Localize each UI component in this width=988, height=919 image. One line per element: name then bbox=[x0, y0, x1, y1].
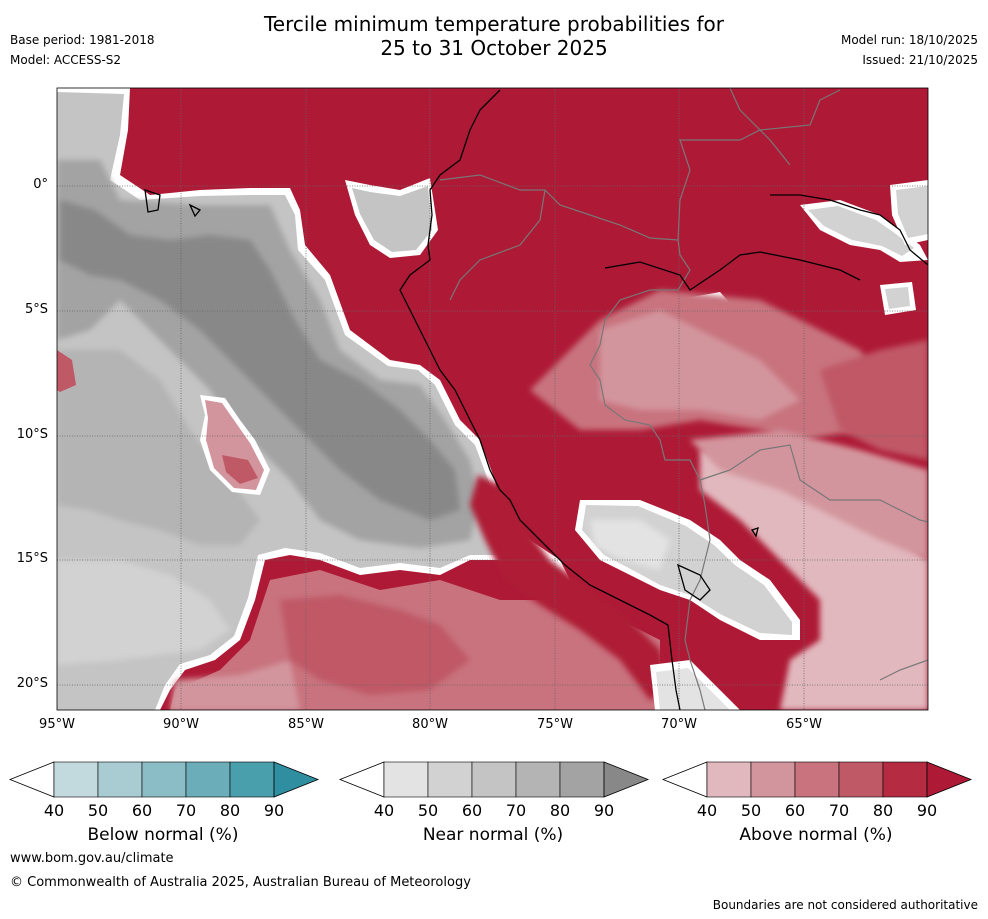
colorbar-above-segment bbox=[838, 761, 884, 798]
lon-label-80w: 80°W bbox=[412, 717, 448, 732]
colorbar-below-segment bbox=[185, 761, 231, 798]
colorbar-below-high-arrow bbox=[273, 761, 320, 798]
land-near-normal-river-fill bbox=[808, 206, 914, 256]
land-near-normal-northeast-fill bbox=[896, 186, 928, 238]
above-normal-interior-light bbox=[600, 310, 800, 420]
colorbar-label-near: Near normal (%) bbox=[422, 825, 564, 845]
colorbar-near-low-arrow bbox=[338, 761, 385, 798]
southern-ocean-above-dark bbox=[280, 595, 470, 695]
colorbar-above-segment bbox=[882, 761, 928, 798]
colorbar-above-tick: 50 bbox=[740, 801, 762, 820]
colorbar-above-tick: 80 bbox=[872, 801, 894, 820]
lon-label-90w: 90°W bbox=[163, 717, 199, 732]
colorbar-below-tick: 80 bbox=[219, 801, 241, 820]
colorbar-above-segment bbox=[706, 761, 752, 798]
colorbar-near-segment bbox=[471, 761, 517, 798]
colorbar-below-segment bbox=[97, 761, 143, 798]
lon-label-75w: 75°W bbox=[537, 717, 573, 732]
colorbar-near-tick: 90 bbox=[593, 801, 615, 820]
model-run: Model run: 18/10/2025 bbox=[840, 33, 978, 47]
colorbars bbox=[8, 761, 973, 798]
issued-date: Issued: 21/10/2025 bbox=[862, 53, 978, 67]
lon-label-70w: 70°W bbox=[661, 717, 697, 732]
footer-disclaimer: Boundaries are not considered authoritat… bbox=[712, 898, 978, 912]
colorbar-below-tick: 70 bbox=[175, 801, 197, 820]
lat-label-5s: 5°S bbox=[24, 302, 48, 317]
colorbar-below-tick: 40 bbox=[43, 801, 65, 820]
colorbar-near-segment bbox=[559, 761, 605, 798]
colorbar-above-high-arrow bbox=[926, 761, 973, 798]
lat-label-0: 0° bbox=[33, 177, 48, 192]
colorbar-above-tick: 40 bbox=[696, 801, 718, 820]
land-near-normal-small-fill bbox=[885, 287, 910, 309]
colorbar-above-low-arrow bbox=[661, 761, 708, 798]
colorbar-near-tick: 70 bbox=[505, 801, 527, 820]
colorbar-below-segment bbox=[141, 761, 187, 798]
colorbar-below-segment bbox=[53, 761, 99, 798]
colorbar-below-tick: 90 bbox=[263, 801, 285, 820]
near-normal-coastal-pocket-fill bbox=[352, 186, 432, 252]
footer-website: www.bom.gov.au/climate bbox=[10, 851, 174, 866]
colorbar-below-segment bbox=[229, 761, 275, 798]
near-normal-ocean-light bbox=[57, 560, 230, 665]
graticule bbox=[57, 88, 928, 710]
colorbar-above-segment bbox=[750, 761, 796, 798]
above-normal-ocean-patch-core bbox=[222, 455, 258, 484]
colorbar-near-tick: 80 bbox=[549, 801, 571, 820]
colorbar-above-tick: 60 bbox=[784, 801, 806, 820]
map-frame bbox=[56, 87, 929, 711]
coastal-above-normal-strip bbox=[470, 475, 670, 700]
colorbar-near-tick: 50 bbox=[417, 801, 439, 820]
lon-label-85w: 85°W bbox=[288, 717, 324, 732]
meta-left: Base period: 1981-2018 Model: ACCESS-S2 bbox=[10, 30, 155, 70]
colorbar-above-tick: 70 bbox=[828, 801, 850, 820]
land-near-normal-southeast-light bbox=[590, 520, 670, 570]
colorbar-near-segment bbox=[515, 761, 561, 798]
model-name: Model: ACCESS-S2 bbox=[10, 53, 122, 67]
colorbar-near-high-arrow bbox=[603, 761, 650, 798]
above-normal-southeast-mid bbox=[690, 430, 928, 560]
colorbar-below-tick: 50 bbox=[87, 801, 109, 820]
lon-label-95w: 95°W bbox=[39, 717, 75, 732]
above-normal-east-dark bbox=[820, 340, 928, 460]
map-field bbox=[57, 88, 928, 710]
colorbar-near-segment bbox=[383, 761, 429, 798]
lon-label-65w: 65°W bbox=[786, 717, 822, 732]
colorbar-near-segment bbox=[427, 761, 473, 798]
title-line-1: Tercile minimum temperature probabilitie… bbox=[263, 12, 725, 36]
colorbar-below-tick: 60 bbox=[131, 801, 153, 820]
above-normal-edge-patch bbox=[57, 350, 76, 392]
colorbar-below-low-arrow bbox=[8, 761, 55, 798]
colorbar-label-below: Below normal (%) bbox=[87, 825, 239, 845]
colorbar-above-segment bbox=[794, 761, 840, 798]
colorbar-label-above: Above normal (%) bbox=[739, 825, 893, 845]
title-line-2: 25 to 31 October 2025 bbox=[380, 36, 608, 60]
colorbar-above-tick: 90 bbox=[916, 801, 938, 820]
lat-label-20s: 20°S bbox=[16, 676, 48, 691]
meta-right: Model run: 18/10/2025 Issued: 21/10/2025 bbox=[841, 30, 978, 70]
chart-title: Tercile minimum temperature probabilitie… bbox=[0, 12, 988, 60]
country-borders bbox=[439, 88, 928, 710]
near-normal-ocean-mid bbox=[57, 350, 260, 545]
base-period: Base period: 1981-2018 bbox=[10, 33, 155, 47]
footer-copyright: © Commonwealth of Australia 2025, Austra… bbox=[10, 875, 471, 890]
colorbar-near-tick: 40 bbox=[373, 801, 395, 820]
lat-label-15s: 15°S bbox=[16, 551, 48, 566]
lat-label-10s: 10°S bbox=[16, 427, 48, 442]
near-normal-ocean-darkest bbox=[60, 200, 460, 520]
colorbar-near-tick: 60 bbox=[461, 801, 483, 820]
coastline bbox=[144, 89, 928, 710]
